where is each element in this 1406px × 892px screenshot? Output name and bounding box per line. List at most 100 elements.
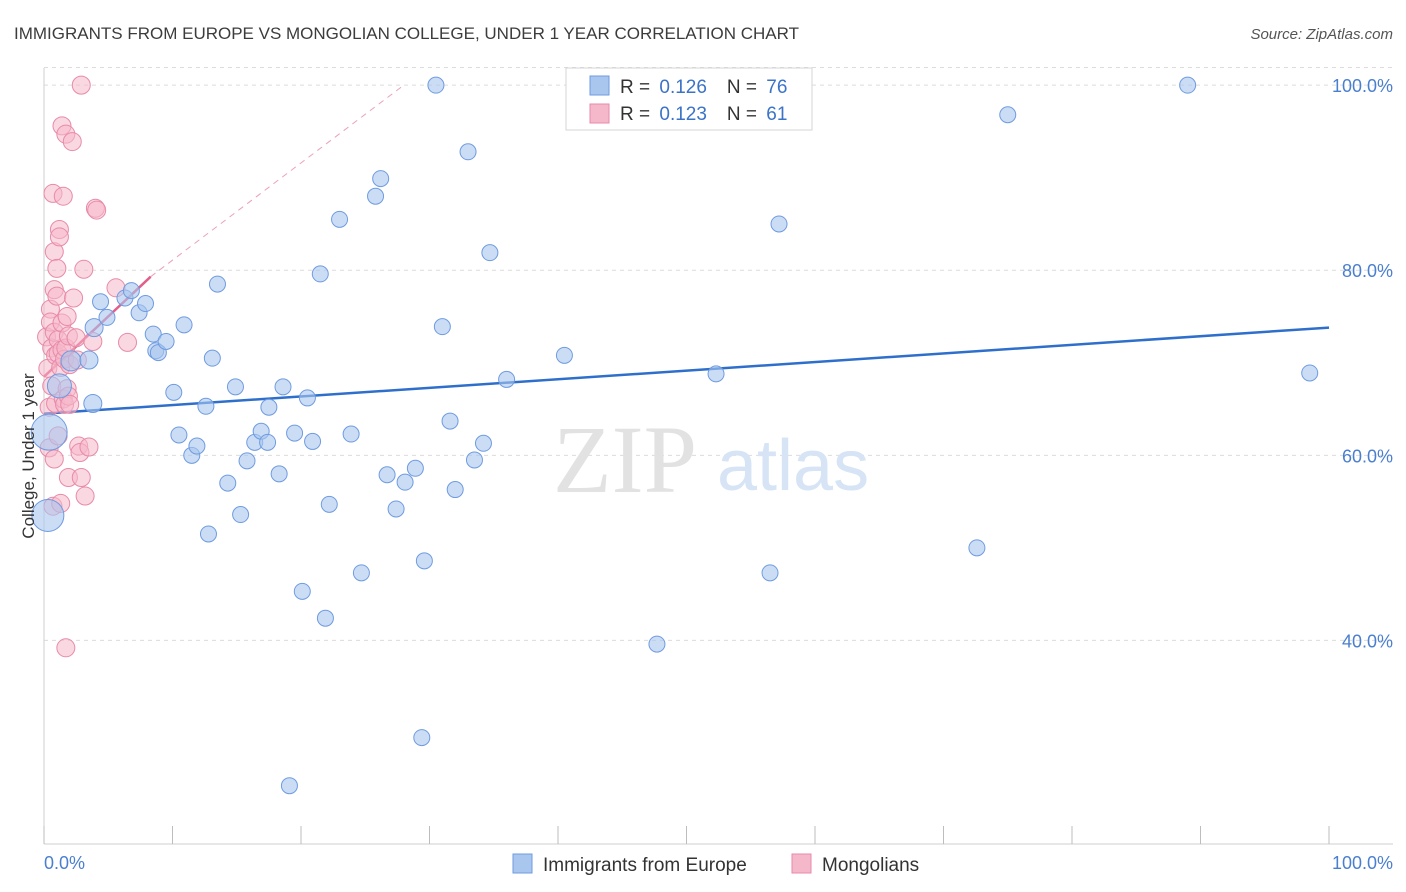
immigrants-europe-point <box>311 265 329 283</box>
immigrants-europe-points <box>30 76 1319 795</box>
mongolians-point <box>74 259 94 279</box>
x-tick-label-min: 0.0% <box>44 853 85 873</box>
immigrants-europe-point <box>30 413 68 451</box>
immigrants-europe-point <box>208 275 226 293</box>
immigrants-europe-point <box>293 582 311 600</box>
bottom-legend-swatch-blue <box>512 853 533 874</box>
immigrants-europe-point <box>197 397 215 415</box>
immigrants-europe-point <box>378 466 396 484</box>
immigrants-europe-point <box>320 495 338 513</box>
y-tick-label: 40.0% <box>1342 631 1393 651</box>
legend-r-value-1: 0.126 <box>659 77 707 98</box>
immigrants-europe-point <box>84 318 104 338</box>
grid-lines <box>44 67 1393 641</box>
mongolians-trend-extension <box>150 84 405 278</box>
immigrants-europe-point <box>46 373 72 399</box>
y-tick-labels: 40.0% 60.0% 80.0% 100.0% <box>1332 76 1393 651</box>
chart-source: Source: ZipAtlas.com <box>1250 26 1393 43</box>
immigrants-europe-point <box>352 564 370 582</box>
immigrants-europe-point <box>415 552 433 570</box>
immigrants-europe-point <box>481 244 499 262</box>
immigrants-europe-point <box>219 474 237 492</box>
legend-swatch-pink <box>589 103 610 124</box>
immigrants-europe-point <box>406 459 424 477</box>
mongolians-point <box>75 486 95 506</box>
immigrants-europe-point <box>1179 76 1197 94</box>
immigrants-europe-point <box>175 316 193 334</box>
chart-title: IMMIGRANTS FROM EUROPE VS MONGOLIAN COLL… <box>14 24 799 43</box>
immigrants-europe-point <box>770 215 788 233</box>
immigrants-europe-point <box>170 426 188 444</box>
immigrants-europe-point <box>396 473 414 491</box>
immigrants-europe-point <box>459 143 477 161</box>
immigrants-europe-point <box>441 412 459 430</box>
immigrants-europe-point <box>98 308 116 326</box>
mongolians-point <box>47 258 67 278</box>
legend-box: R = 0.126 N = 76 R = 0.123 N = 61 <box>565 67 813 131</box>
watermark: ZIP atlas <box>553 406 869 513</box>
legend-row-1: R = 0.126 N = 76 <box>620 77 787 98</box>
immigrants-europe-point <box>259 433 277 451</box>
x-tick-labels: 0.0% 100.0% <box>44 853 1393 873</box>
immigrants-europe-point <box>446 481 464 499</box>
immigrants-europe-trend-line <box>43 326 1330 415</box>
immigrants-europe-point <box>157 332 175 350</box>
immigrants-europe-point <box>238 452 256 470</box>
x-tick-label-max: 100.0% <box>1332 853 1393 873</box>
y-tick-label: 60.0% <box>1342 446 1393 466</box>
mongolians-point <box>71 75 91 95</box>
immigrants-europe-point <box>427 76 445 94</box>
mongolians-point <box>71 468 91 488</box>
bottom-legend-label-blue: Immigrants from Europe <box>543 855 747 876</box>
immigrants-europe-point <box>342 425 360 443</box>
watermark-atlas: atlas <box>717 426 869 506</box>
bottom-legend-swatch-pink <box>791 853 812 874</box>
immigrants-europe-point <box>203 349 221 367</box>
immigrants-europe-point <box>137 295 155 313</box>
immigrants-europe-point <box>474 434 492 452</box>
immigrants-europe-point <box>280 777 298 795</box>
immigrants-europe-point <box>144 325 162 343</box>
axes <box>43 68 1393 845</box>
immigrants-europe-point <box>60 350 82 372</box>
legend-r-value-2: 0.123 <box>659 104 707 125</box>
immigrants-europe-point <box>413 729 431 747</box>
mongolians-point <box>87 200 107 220</box>
immigrants-europe-point <box>1301 364 1319 382</box>
mongolians-point <box>60 394 80 414</box>
legend-n-value-2: 61 <box>766 104 787 125</box>
immigrants-europe-point <box>274 378 292 396</box>
immigrants-europe-point <box>465 451 483 469</box>
immigrants-europe-point <box>188 437 206 455</box>
legend-n-label-1: N = <box>727 77 762 98</box>
immigrants-europe-point <box>761 564 779 582</box>
mongolians-point <box>44 449 64 469</box>
immigrants-europe-point <box>331 210 349 228</box>
immigrants-europe-point <box>199 525 217 543</box>
immigrants-europe-point <box>226 378 244 396</box>
bottom-legend: Immigrants from Europe Mongolians <box>512 853 919 876</box>
immigrants-europe-point <box>316 609 334 627</box>
immigrants-europe-point <box>92 293 110 311</box>
immigrants-europe-point <box>498 370 516 388</box>
legend-r-label-2: R = <box>620 104 655 125</box>
mongolians-point <box>79 437 99 457</box>
immigrants-europe-point <box>31 498 65 532</box>
immigrants-europe-point <box>270 465 288 483</box>
mongolians-point <box>118 332 138 352</box>
legend-n-label-2: N = <box>727 104 762 125</box>
bottom-legend-label-pink: Mongolians <box>822 855 919 876</box>
immigrants-europe-point <box>968 539 986 557</box>
immigrants-europe-point <box>304 432 322 450</box>
immigrants-europe-point <box>648 635 666 653</box>
immigrants-europe-point <box>372 170 390 188</box>
trend-lines <box>43 84 1330 415</box>
watermark-zip: ZIP <box>553 406 697 513</box>
legend-row-2: R = 0.123 N = 61 <box>620 104 787 125</box>
mongolians-point <box>57 306 77 326</box>
y-axis-label: College, Under 1 year <box>19 373 38 539</box>
mongolians-point <box>53 186 73 206</box>
mongolians-point <box>64 288 84 308</box>
immigrants-europe-point <box>707 365 725 383</box>
immigrants-europe-point <box>555 346 573 364</box>
